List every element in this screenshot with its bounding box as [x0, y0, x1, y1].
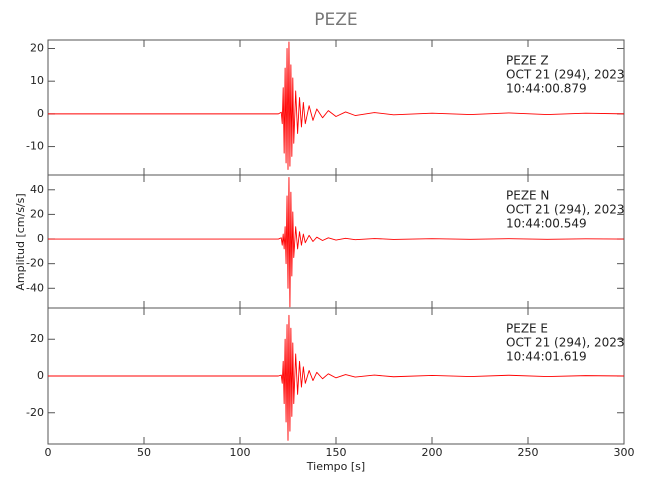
- y-tick-label: 0: [37, 369, 44, 382]
- x-tick-label: 200: [422, 446, 443, 459]
- y-tick-label: 20: [30, 41, 44, 54]
- y-tick-label: 0: [37, 107, 44, 120]
- trace-annotation: OCT 21 (294), 2023: [506, 68, 625, 82]
- y-tick-label: -20: [26, 406, 44, 419]
- x-tick-label: 250: [518, 446, 539, 459]
- x-tick-label: 100: [230, 446, 251, 459]
- x-axis-label: Tiempo [s]: [306, 460, 365, 473]
- y-tick-label: -20: [26, 257, 44, 270]
- y-tick-label: 20: [30, 332, 44, 345]
- x-tick-label: 150: [326, 446, 347, 459]
- waveform: [48, 41, 625, 170]
- trace-annotation: OCT 21 (294), 2023: [506, 203, 625, 217]
- waveform: [48, 177, 625, 308]
- y-axis-label: Amplitud [cm/s/s]: [14, 193, 27, 290]
- trace-annotation: 10:44:00.879: [506, 82, 587, 96]
- x-tick-label: 0: [45, 446, 52, 459]
- trace-annotation: 10:44:01.619: [506, 350, 587, 364]
- y-tick-label: 10: [30, 74, 44, 87]
- chart-title: PEZE: [314, 10, 357, 30]
- y-tick-label: -40: [26, 281, 44, 294]
- y-tick-label: 0: [37, 232, 44, 245]
- x-tick-label: 50: [137, 446, 151, 459]
- waveform: [48, 314, 625, 441]
- y-tick-label: 20: [30, 207, 44, 220]
- trace-annotation: PEZE E: [506, 322, 548, 336]
- x-tick-label: 300: [614, 446, 635, 459]
- trace-annotation: OCT 21 (294), 2023: [506, 336, 625, 350]
- trace-annotation: 10:44:00.549: [506, 217, 587, 231]
- trace-annotation: PEZE Z: [506, 54, 549, 68]
- y-tick-label: -10: [26, 140, 44, 153]
- trace-annotation: PEZE N: [506, 189, 549, 203]
- y-tick-label: 40: [30, 183, 44, 196]
